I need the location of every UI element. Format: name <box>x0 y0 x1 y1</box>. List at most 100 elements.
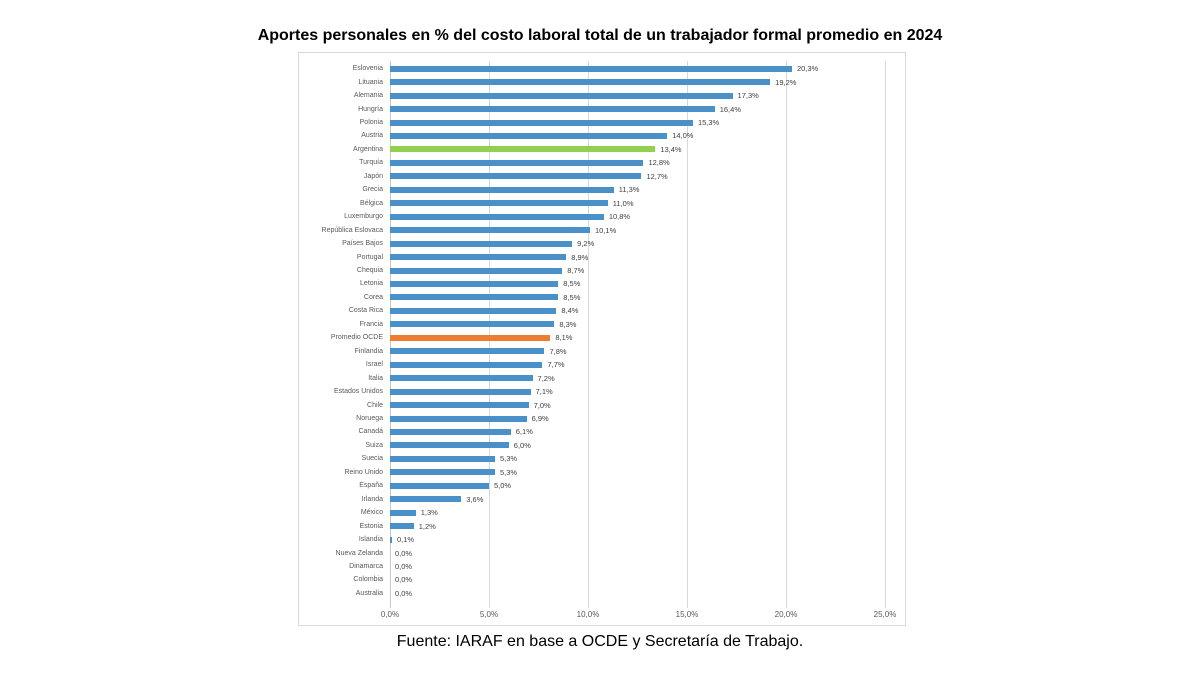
bar-row: Letonia 8,5% <box>299 277 905 290</box>
bar <box>390 307 557 314</box>
value-label: 1,2% <box>418 521 436 531</box>
bar <box>390 200 608 207</box>
value-label: 7,0% <box>533 400 551 410</box>
bar <box>390 267 563 274</box>
bar <box>390 240 573 247</box>
bar-row: Nueva Zelanda 0,0% <box>299 546 905 559</box>
category-label: Japón <box>363 172 383 180</box>
bar <box>390 375 533 382</box>
value-label: 17,3% <box>737 91 759 101</box>
category-label: Argentina <box>353 145 383 153</box>
category-label: Portugal <box>356 253 383 261</box>
value-label: 9,2% <box>577 239 595 249</box>
bar <box>390 280 559 287</box>
value-label: 3,6% <box>466 494 484 504</box>
category-label: Colombia <box>353 576 383 584</box>
axis-line-zero <box>390 61 391 608</box>
category-label: México <box>360 509 383 517</box>
bar <box>390 523 414 530</box>
category-label: Alemania <box>353 92 383 100</box>
value-label: 19,2% <box>775 77 797 87</box>
value-label: 0,1% <box>396 535 415 545</box>
category-label: Suecia <box>361 455 383 463</box>
value-label: 12,8% <box>648 158 670 168</box>
bar <box>390 361 543 368</box>
bar-row: México 1,3% <box>299 506 905 519</box>
bar-row: Finlandia 7,8% <box>299 345 905 358</box>
bar <box>390 334 551 341</box>
category-label: Turquía <box>359 159 383 167</box>
bar-row: Israel 7,7% <box>299 358 905 371</box>
bar-row: Italia 7,2% <box>299 371 905 384</box>
category-label: Reino Unido <box>344 468 383 476</box>
category-label: Israel <box>365 361 383 369</box>
bar <box>390 402 529 409</box>
bar-row: Costa Rica 8,4% <box>299 304 905 317</box>
bar <box>390 159 644 166</box>
category-label: Irlanda <box>361 495 383 503</box>
value-label: 7,8% <box>549 346 567 356</box>
bar-row: Austria 14,0% <box>299 129 905 142</box>
value-label: 11,0% <box>612 198 634 208</box>
category-label: Bélgica <box>360 199 383 207</box>
bar <box>390 106 715 113</box>
bar <box>390 132 668 139</box>
value-label: 8,5% <box>563 292 581 302</box>
category-label: Italia <box>368 374 383 382</box>
category-label: Chequia <box>356 267 383 275</box>
x-tick-label: 5,0% <box>479 610 499 619</box>
bar <box>390 428 511 435</box>
value-label: 12,7% <box>646 171 668 181</box>
bar-row: Dinamarca 0,0% <box>299 560 905 573</box>
value-label: 8,4% <box>561 306 579 316</box>
bar-row: Japón 12,7% <box>299 170 905 183</box>
x-tick-label: 10,0% <box>576 610 600 619</box>
bar-row: España 5,0% <box>299 479 905 492</box>
gridline <box>687 61 688 608</box>
bar-row: Luxemburgo 10,8% <box>299 210 905 223</box>
value-label: 0,0% <box>395 588 413 598</box>
value-label: 15,3% <box>697 118 720 128</box>
bar <box>390 509 416 516</box>
bar <box>390 65 792 72</box>
gridline <box>489 61 490 608</box>
value-label: 8,7% <box>567 266 585 276</box>
value-label: 6,1% <box>515 427 533 437</box>
bar-row: Lituania 19,2% <box>299 75 905 88</box>
bar-row: Polonia 15,3% <box>299 116 905 129</box>
bar <box>390 213 604 220</box>
bar <box>390 348 545 355</box>
bar-row: Promedio OCDE 8,1% <box>299 331 905 344</box>
bar-row: Noruega 6,9% <box>299 412 905 425</box>
x-tick-label: 15,0% <box>675 610 699 619</box>
chart-title: Aportes personales en % del costo labora… <box>257 27 943 44</box>
value-label: 5,3% <box>499 467 518 477</box>
gridline <box>885 61 886 608</box>
bar <box>390 294 559 301</box>
category-label: Austria <box>361 132 383 140</box>
value-label: 5,0% <box>494 481 512 491</box>
bar <box>390 173 642 180</box>
bar <box>390 496 462 503</box>
bar-rows: Eslovenia 20,3% Lituania 19,2% Alemania 17,3%… <box>299 62 905 600</box>
value-label: 10,1% <box>594 225 617 235</box>
bar-row: Suiza 6,0% <box>299 439 905 452</box>
category-label: Letonia <box>360 280 383 288</box>
bar <box>390 442 509 449</box>
bar-row: Grecia 11,3% <box>299 183 905 196</box>
bar-row: Estonia 1,2% <box>299 519 905 532</box>
bar <box>390 79 771 86</box>
gridline <box>588 61 589 608</box>
category-label: Finlandia <box>354 347 383 355</box>
bar-row: Alemania 17,3% <box>299 89 905 102</box>
category-label: Promedio OCDE <box>330 334 383 342</box>
bar-row: Australia 0,0% <box>299 587 905 600</box>
bar <box>390 186 614 193</box>
category-label: Lituania <box>358 78 383 86</box>
value-label: 7,7% <box>547 360 565 370</box>
bar <box>390 321 555 328</box>
bar-row: Estados Unidos 7,1% <box>299 385 905 398</box>
bar <box>390 469 495 476</box>
bar-row: Hungría 16,4% <box>299 102 905 115</box>
